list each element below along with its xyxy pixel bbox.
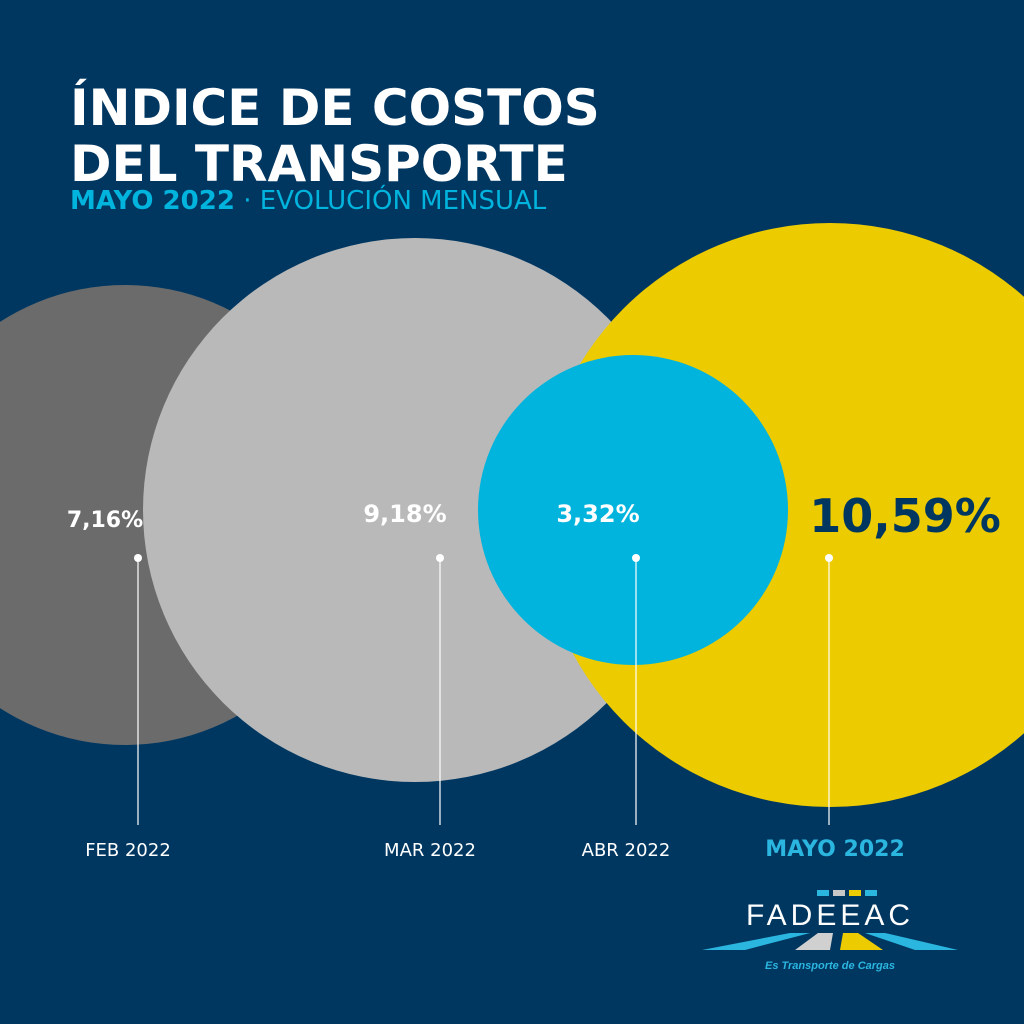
category-label: ABR 2022 bbox=[582, 840, 671, 861]
bubble-mar-2022 bbox=[143, 238, 687, 782]
bubble-abr-2022 bbox=[478, 355, 788, 665]
category-label: FEB 2022 bbox=[85, 840, 171, 861]
leader-dot bbox=[134, 554, 142, 562]
leader-dot bbox=[436, 554, 444, 562]
subtitle-text: EVOLUCIÓN MENSUAL bbox=[259, 186, 547, 216]
leader-dot bbox=[825, 554, 833, 562]
page-title: ÍNDICE DE COSTOS DEL TRANSPORTE bbox=[70, 80, 600, 192]
fadeeac-logo: FADEEAC Es Transporte de Cargas bbox=[702, 890, 958, 972]
value-label: 10,59% bbox=[809, 489, 1001, 543]
leader-dot bbox=[632, 554, 640, 562]
subtitle: MAYO 2022 · EVOLUCIÓN MENSUAL bbox=[70, 186, 546, 216]
subtitle-separator: · bbox=[234, 186, 260, 216]
value-label: 9,18% bbox=[363, 500, 446, 528]
logo-wordmark: FADEEAC bbox=[746, 899, 914, 932]
category-label: MAYO 2022 bbox=[765, 837, 905, 862]
category-label: MAR 2022 bbox=[384, 840, 476, 861]
subtitle-period: MAYO 2022 bbox=[70, 186, 235, 216]
title-line-1: ÍNDICE DE COSTOS bbox=[70, 79, 600, 137]
value-label: 7,16% bbox=[67, 508, 143, 533]
logo-tagline: Es Transporte de Cargas bbox=[765, 960, 895, 972]
value-label: 3,32% bbox=[556, 500, 639, 528]
title-line-2: DEL TRANSPORTE bbox=[70, 135, 568, 193]
